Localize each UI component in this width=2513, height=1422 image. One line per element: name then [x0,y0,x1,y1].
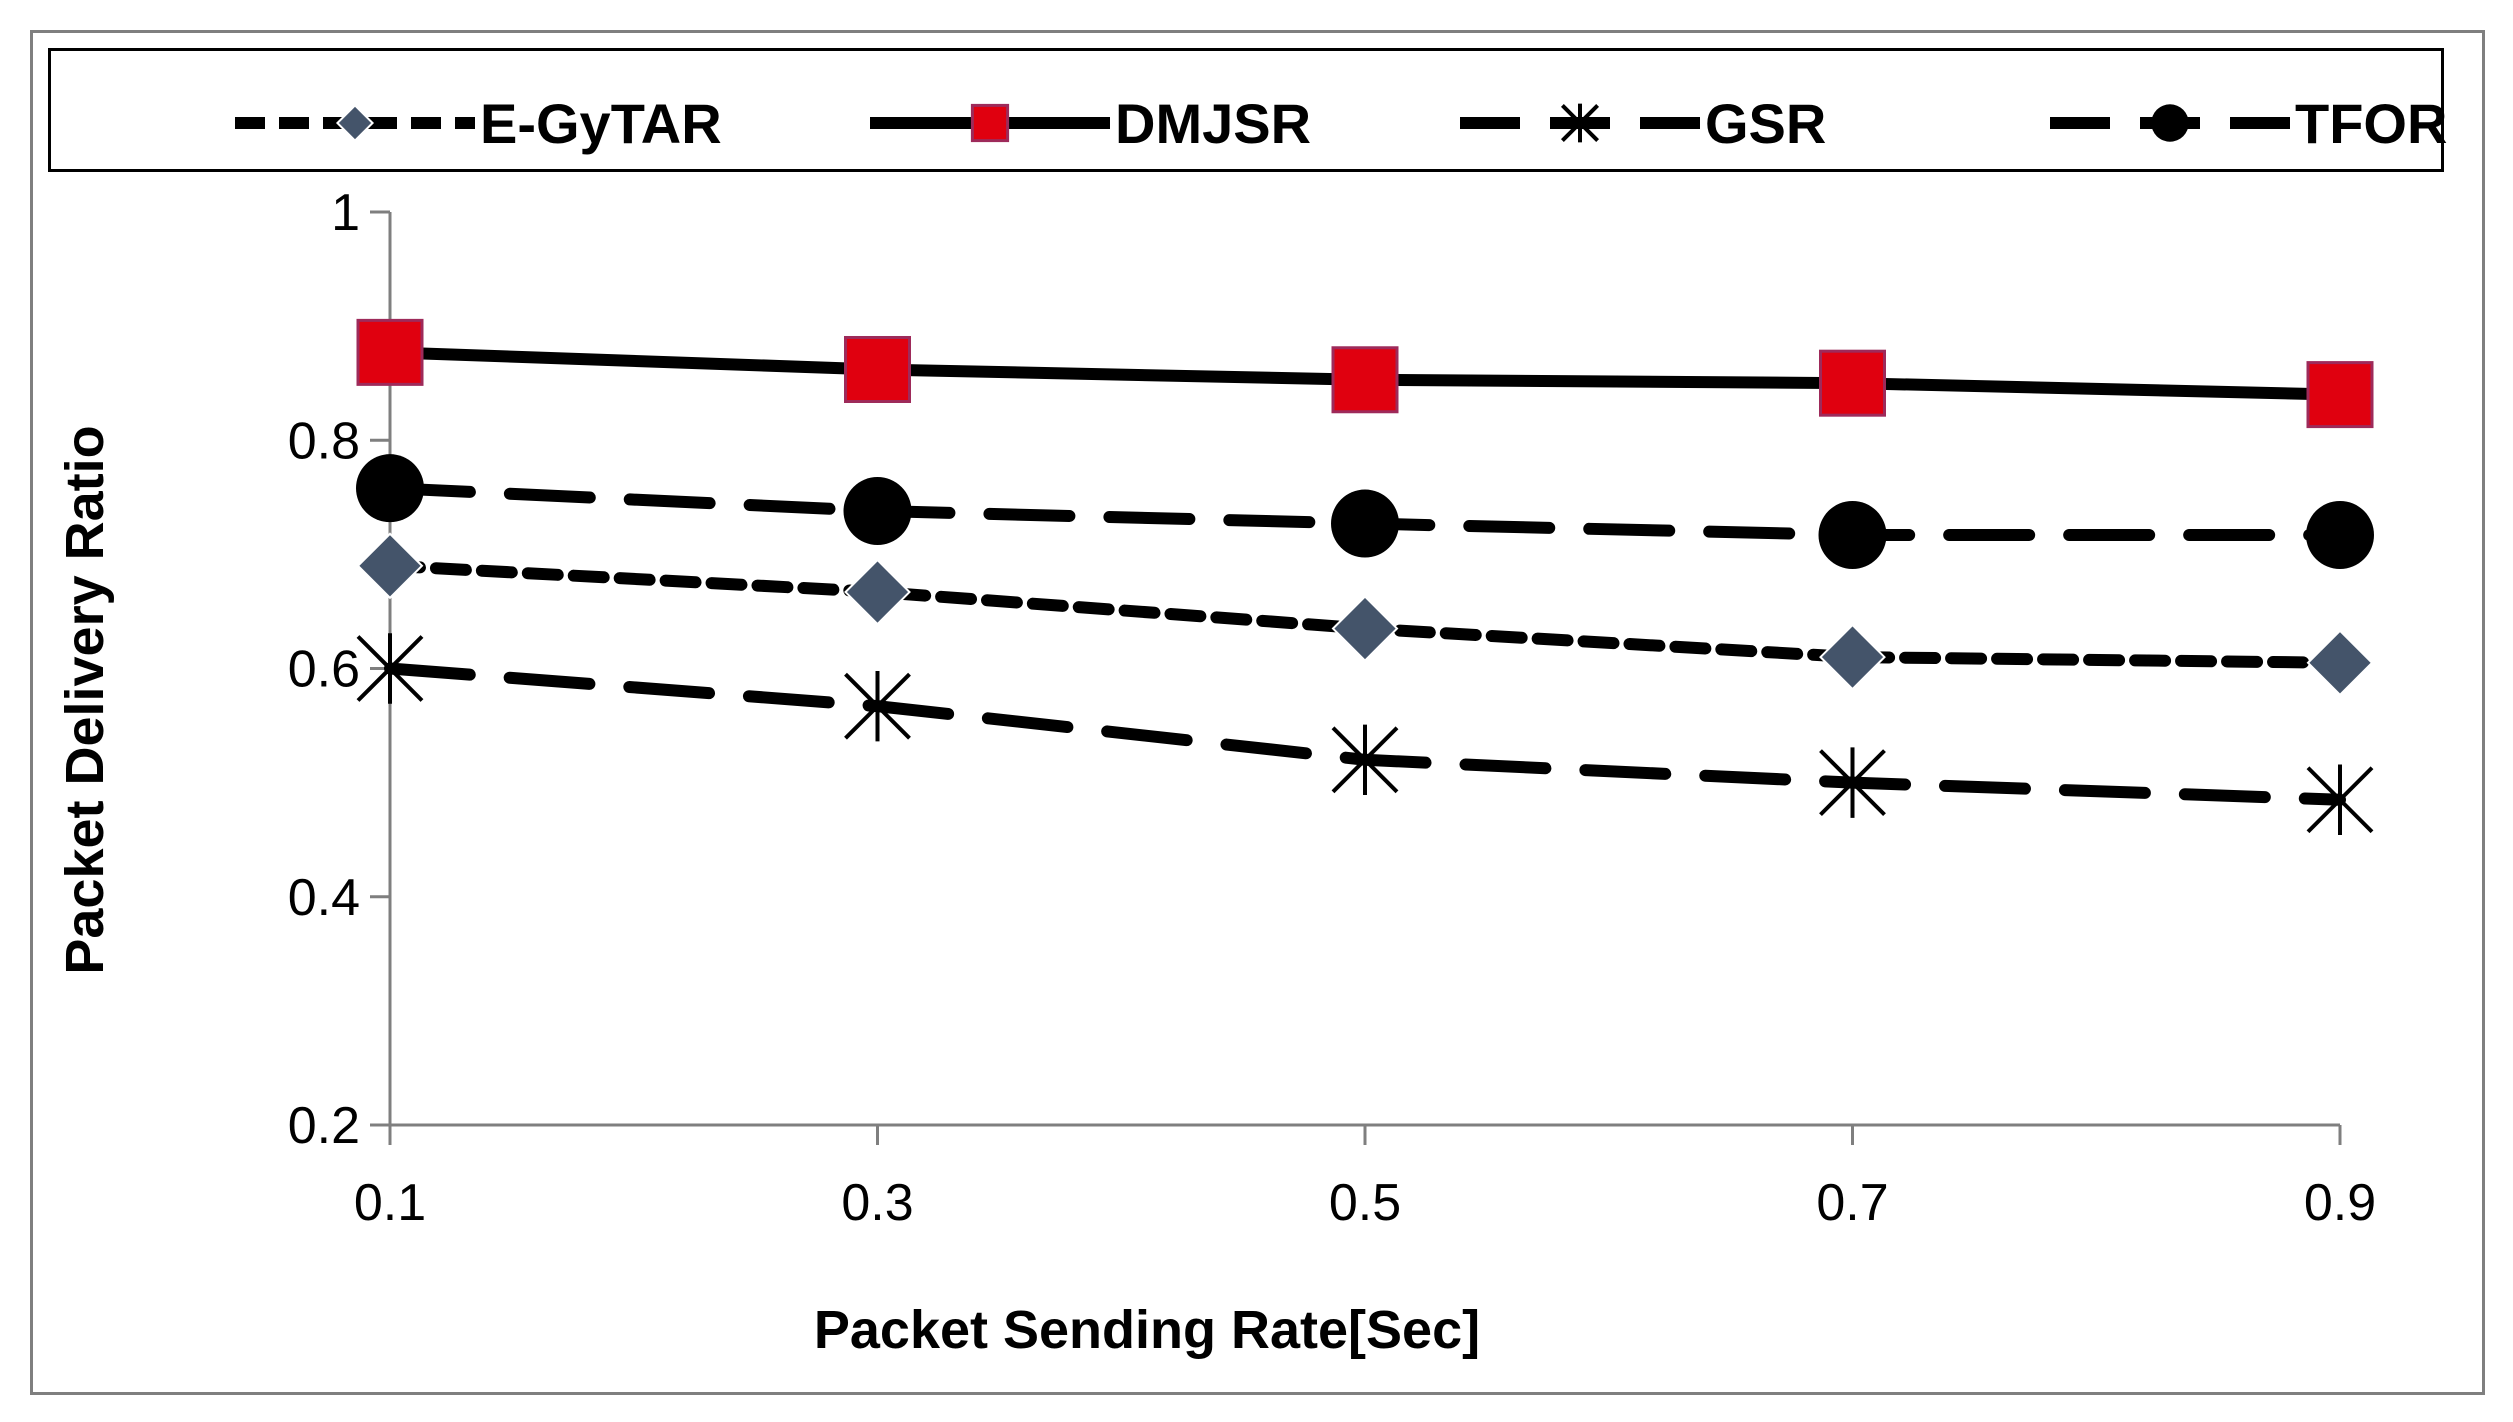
series-tfor [356,454,2374,569]
data-point-e-gytar [356,532,424,600]
y-tick-label: 0.8 [288,412,360,470]
data-point-e-gytar [1819,623,1886,691]
x-tick-label: 0.9 [2304,1174,2376,1232]
x-axis-title: Packet Sending Rate[Sec] [814,1300,1480,1360]
series-dmjsr [356,318,2374,429]
y-tick-label: 0.4 [288,869,360,927]
data-point-e-gytar [844,558,911,626]
legend-item-e-gytar: E-GyTAR [235,92,722,155]
legend-marker-e-gytar [335,103,375,143]
x-tick-label: 0.1 [354,1174,426,1232]
data-point-tfor [356,454,424,523]
legend-label-dmjsr: DMJSR [1115,92,1311,155]
legend-marker-dmjsr [970,103,1010,143]
x-tick-label: 0.3 [841,1174,913,1232]
series-e-gytar [356,532,2374,697]
x-tick-label: 0.5 [1329,1174,1401,1232]
data-point-dmjsr [1331,346,1399,414]
legend-item-gsr: GSR [1460,92,1826,155]
legend-label-gsr: GSR [1705,92,1826,155]
legend-item-dmjsr: DMJSR [870,92,1311,155]
axes: 0.2 0.4 0.6 0.8 1 0.1 0.3 0.5 0.7 0.9 [288,184,2376,1232]
data-point-gsr [1331,724,1399,795]
x-tick-label: 0.7 [1816,1174,1888,1232]
legend-marker-tfor [2151,104,2189,142]
data-point-e-gytar [2306,629,2374,697]
legend-item-tfor: TFOR [2050,92,2447,155]
data-point-dmjsr [1819,349,1886,417]
legend-label-e-gytar: E-GyTAR [480,92,722,155]
y-axis-title: Packet Delivery Ratio [55,425,115,974]
data-point-tfor [1818,500,1887,569]
data-point-tfor [2306,500,2374,569]
y-tick-label: 0.6 [288,641,360,699]
data-point-dmjsr [2306,361,2374,429]
data-point-tfor [843,477,912,546]
data-point-e-gytar [1331,595,1399,662]
data-point-gsr [356,633,424,704]
data-point-gsr [844,670,911,742]
y-tick-label: 1 [331,184,360,242]
data-point-dmjsr [356,318,424,386]
data-point-dmjsr [844,335,911,403]
legend: E-GyTAR DMJSR GSR TFOR [235,92,2447,155]
data-point-tfor [1331,489,1399,558]
y-tick-label: 0.2 [288,1097,360,1155]
legend-label-tfor: TFOR [2295,92,2447,155]
chart-frame [30,30,2485,1395]
series-gsr [356,633,2374,835]
legend-box [48,48,2444,172]
legend-marker-gsr [1560,103,1600,143]
data-point-gsr [1819,747,1886,818]
series-layer [356,318,2374,835]
data-point-gsr [2306,764,2374,835]
